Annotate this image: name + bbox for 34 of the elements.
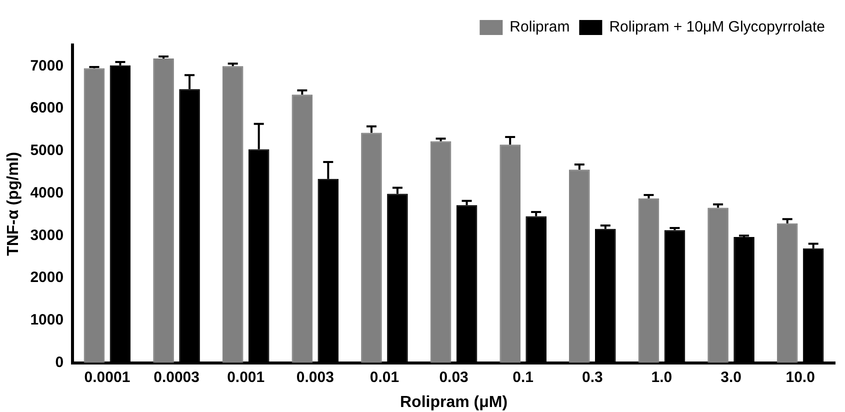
y-tick-label: 0	[55, 354, 64, 371]
y-tick-label: 2000	[30, 269, 64, 286]
x-axis-title: Rolipram (μM)	[400, 394, 508, 411]
bar	[84, 68, 105, 363]
bar	[500, 144, 520, 363]
x-tick-label: 3.0	[720, 368, 742, 386]
y-tick-label: 4000	[30, 184, 64, 202]
x-tick-label: 0.01	[370, 368, 400, 386]
x-tick-label: 1.0	[651, 368, 672, 386]
y-tick-label: 6000	[30, 100, 64, 117]
x-tick-label: 0.03	[439, 368, 468, 386]
x-tick-label: 0.0001	[84, 368, 130, 386]
bar	[638, 198, 660, 363]
y-tick-label: 5000	[30, 142, 64, 160]
legend-label: Rolipram	[510, 18, 570, 36]
legend-label: Rolipram + 10μM Glycopyrrolate	[609, 18, 826, 36]
bar	[361, 132, 382, 363]
x-tick-label: 10.0	[786, 368, 815, 386]
x-tick-label: 0.0003	[154, 368, 200, 386]
bar	[222, 66, 244, 363]
bar	[153, 58, 174, 363]
bar	[292, 94, 313, 363]
bar	[776, 223, 798, 363]
x-tick-label: 0.003	[296, 368, 334, 386]
x-tick-label: 0.3	[582, 368, 603, 386]
x-tick-label: 0.001	[227, 368, 265, 386]
y-tick-label: 3000	[30, 226, 64, 244]
y-axis-title: TNF-α (pg/ml)	[5, 152, 22, 256]
bar	[430, 141, 452, 363]
bar	[569, 170, 590, 363]
y-tick-label: 7000	[30, 57, 64, 74]
x-tick-label: 0.1	[512, 368, 534, 386]
y-tick-label: 1000	[30, 312, 64, 329]
bar	[708, 208, 728, 363]
